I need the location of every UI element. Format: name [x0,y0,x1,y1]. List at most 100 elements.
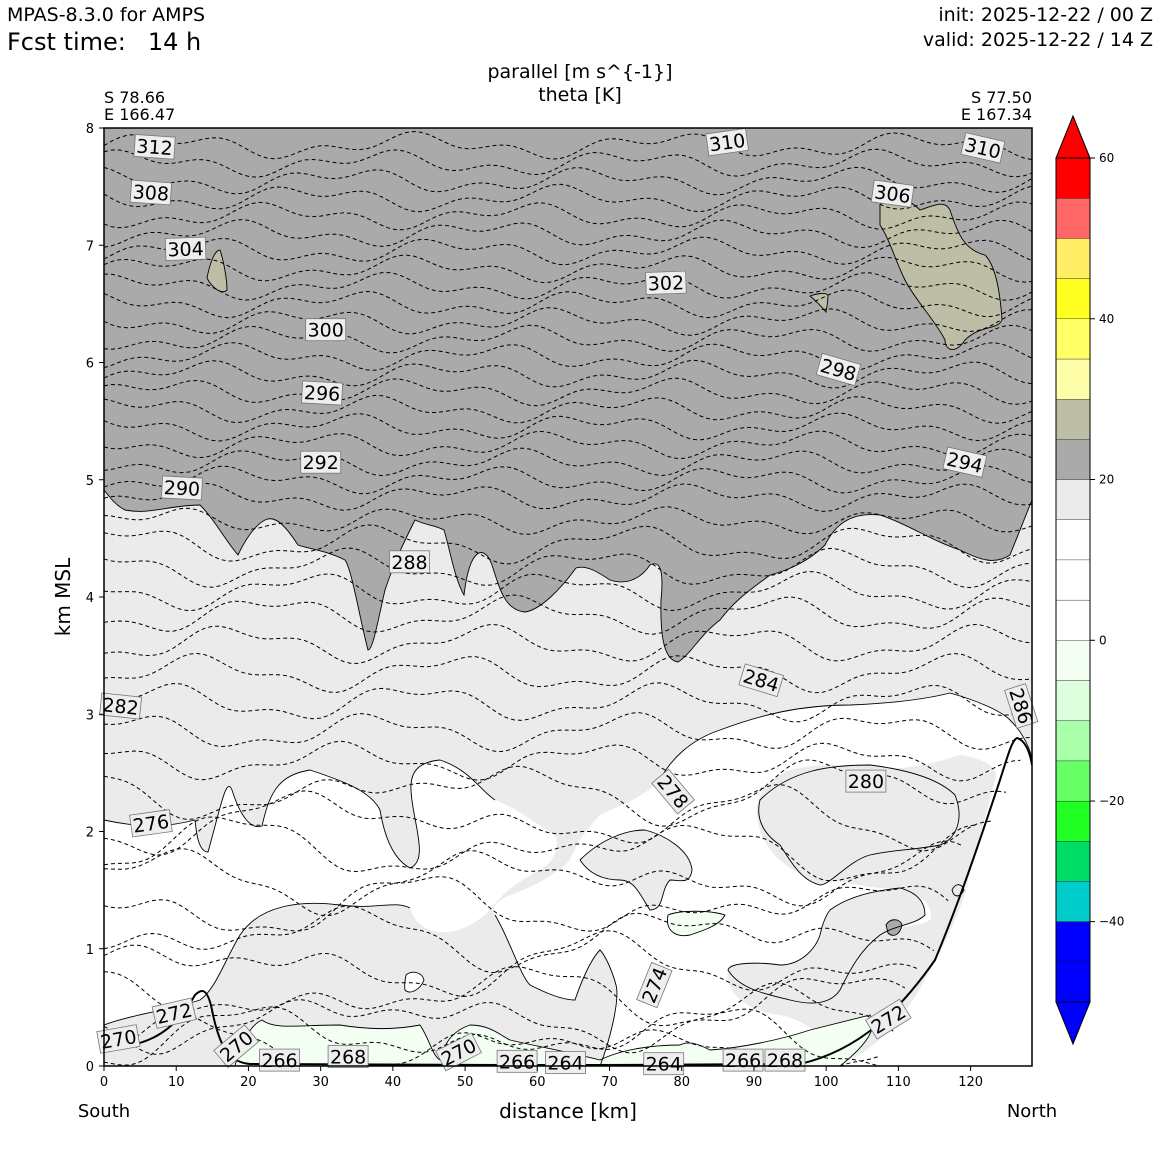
shade-grey-blob3 [580,830,692,910]
y-tick-label: 8 [86,122,94,137]
right-direction: North [1007,1101,1057,1122]
x-tick-label: 90 [746,1075,763,1090]
chart-title-line1: parallel [m s^{-1}] [487,61,672,83]
y-tick-label: 4 [86,591,94,606]
theta-label-text: 308 [132,181,170,205]
valid-time: valid: 2025-12-22 / 14 Z [922,29,1153,51]
theta-label: 268 [764,1048,806,1072]
y-tick-label: 1 [86,943,94,958]
left-lon: E 166.47 [104,105,175,124]
theta-contour-line [104,342,1032,372]
y-tick-label: 2 [86,826,94,841]
theta-label: 308 [129,179,173,206]
theta-label-text: 292 [303,452,339,474]
theta-label-text: 268 [330,1047,366,1069]
theta-contour-line [104,289,1032,319]
colorbar-segment [1055,198,1091,239]
theta-label-text: 304 [167,238,204,261]
shade-20-25-a [880,198,1002,350]
theta-label-box [151,997,197,1029]
theta-contour-line [104,594,1032,635]
colorbar-segment [1055,358,1091,400]
theta-contour-line [104,652,1032,694]
y-tick-label: 6 [86,357,94,372]
colorbar-tick-label: −40 [1099,915,1124,929]
colorbar-segment [1055,760,1091,802]
theta-contour-line [104,623,1032,665]
y-tick-label: 3 [86,708,94,723]
theta-label-text: 306 [873,181,912,208]
colorbar-segment [1055,640,1091,681]
theta-label: 266 [496,1049,538,1073]
theta-label-box [645,270,687,295]
theta-contour-line [104,377,1032,407]
shade-white-lower [104,760,557,1066]
theta-contour-line [104,524,1032,565]
theta-contour-line [104,324,1032,354]
theta-label: 296 [301,380,344,406]
theta-label: 266 [259,1048,300,1072]
theta-label-box [545,1051,586,1074]
theta-label-box [161,475,203,501]
theta-label-box [133,134,176,160]
theta-contour-line [104,506,1032,535]
x-tick-label: 10 [168,1075,185,1090]
theta-contour-line [104,570,1032,612]
colorbar-tick-label: 20 [1099,473,1114,487]
theta-contour-line [104,682,1032,723]
theta-label-text: 310 [708,130,747,157]
colorbar-segment [1055,519,1091,561]
x-tick-label: 20 [240,1075,257,1090]
theta-contour-line [104,183,1032,213]
x-tick-label: 70 [601,1075,618,1090]
theta-label-box [643,1052,685,1076]
theta-label: 282 [99,692,143,720]
x-tick-label: 0 [100,1075,108,1090]
colorbar-under-arrow [1055,1001,1091,1046]
colorbar-segment [1055,921,1091,962]
theta-contour-line [104,905,935,974]
theta-label-box [651,768,695,815]
y-axis-label: km MSL [51,557,75,636]
x-tick-label: 40 [385,1075,402,1090]
theta-label-box [845,769,887,793]
wind-contours [104,197,1032,1066]
theta-label: 304 [164,236,207,261]
theta-contour-line [104,930,920,998]
x-tick-label: 120 [958,1075,983,1090]
theta-label-box [300,450,342,474]
x-tick-label: 100 [814,1075,839,1090]
theta-label-box [815,352,862,387]
x-tick-label: 60 [529,1075,546,1090]
theta-label-text: 282 [101,694,139,720]
theta-label-box [96,1024,141,1054]
shade-15-20-small [886,919,902,936]
theta-contour-line [104,840,963,917]
fcst-time-label: Fcst time: [7,28,126,56]
theta-label-text: 290 [163,477,200,501]
theta-label-box [164,236,207,261]
theta-label-box [960,132,1006,164]
theta-contour-line [104,784,992,856]
y-tick-label: 7 [86,239,94,254]
theta-label: 264 [643,1052,685,1076]
right-lat: S 77.50 [971,88,1032,107]
theta-label-box [496,1049,538,1073]
colorbar-segment [1055,439,1091,480]
left-direction: South [78,1101,130,1122]
shade-0-minus5 [235,1015,873,1066]
theta-label-box [942,446,988,478]
wind-shading [104,128,1032,1066]
theta-contour-line [104,254,1032,284]
theta-contour-line [104,430,1032,459]
y-axis: 0 1 2 3 4 5 6 7 8 [86,122,104,1075]
colorbar-tick-label: 60 [1099,151,1114,165]
theta-label-box [301,380,344,406]
theta-label: 284 [738,663,785,698]
theta-label: 290 [161,475,203,501]
shade-green-blob [667,911,725,936]
fcst-time-value: 14 h [147,28,202,56]
theta-contour-line [104,394,1032,424]
theta-label-text: 264 [547,1053,583,1075]
